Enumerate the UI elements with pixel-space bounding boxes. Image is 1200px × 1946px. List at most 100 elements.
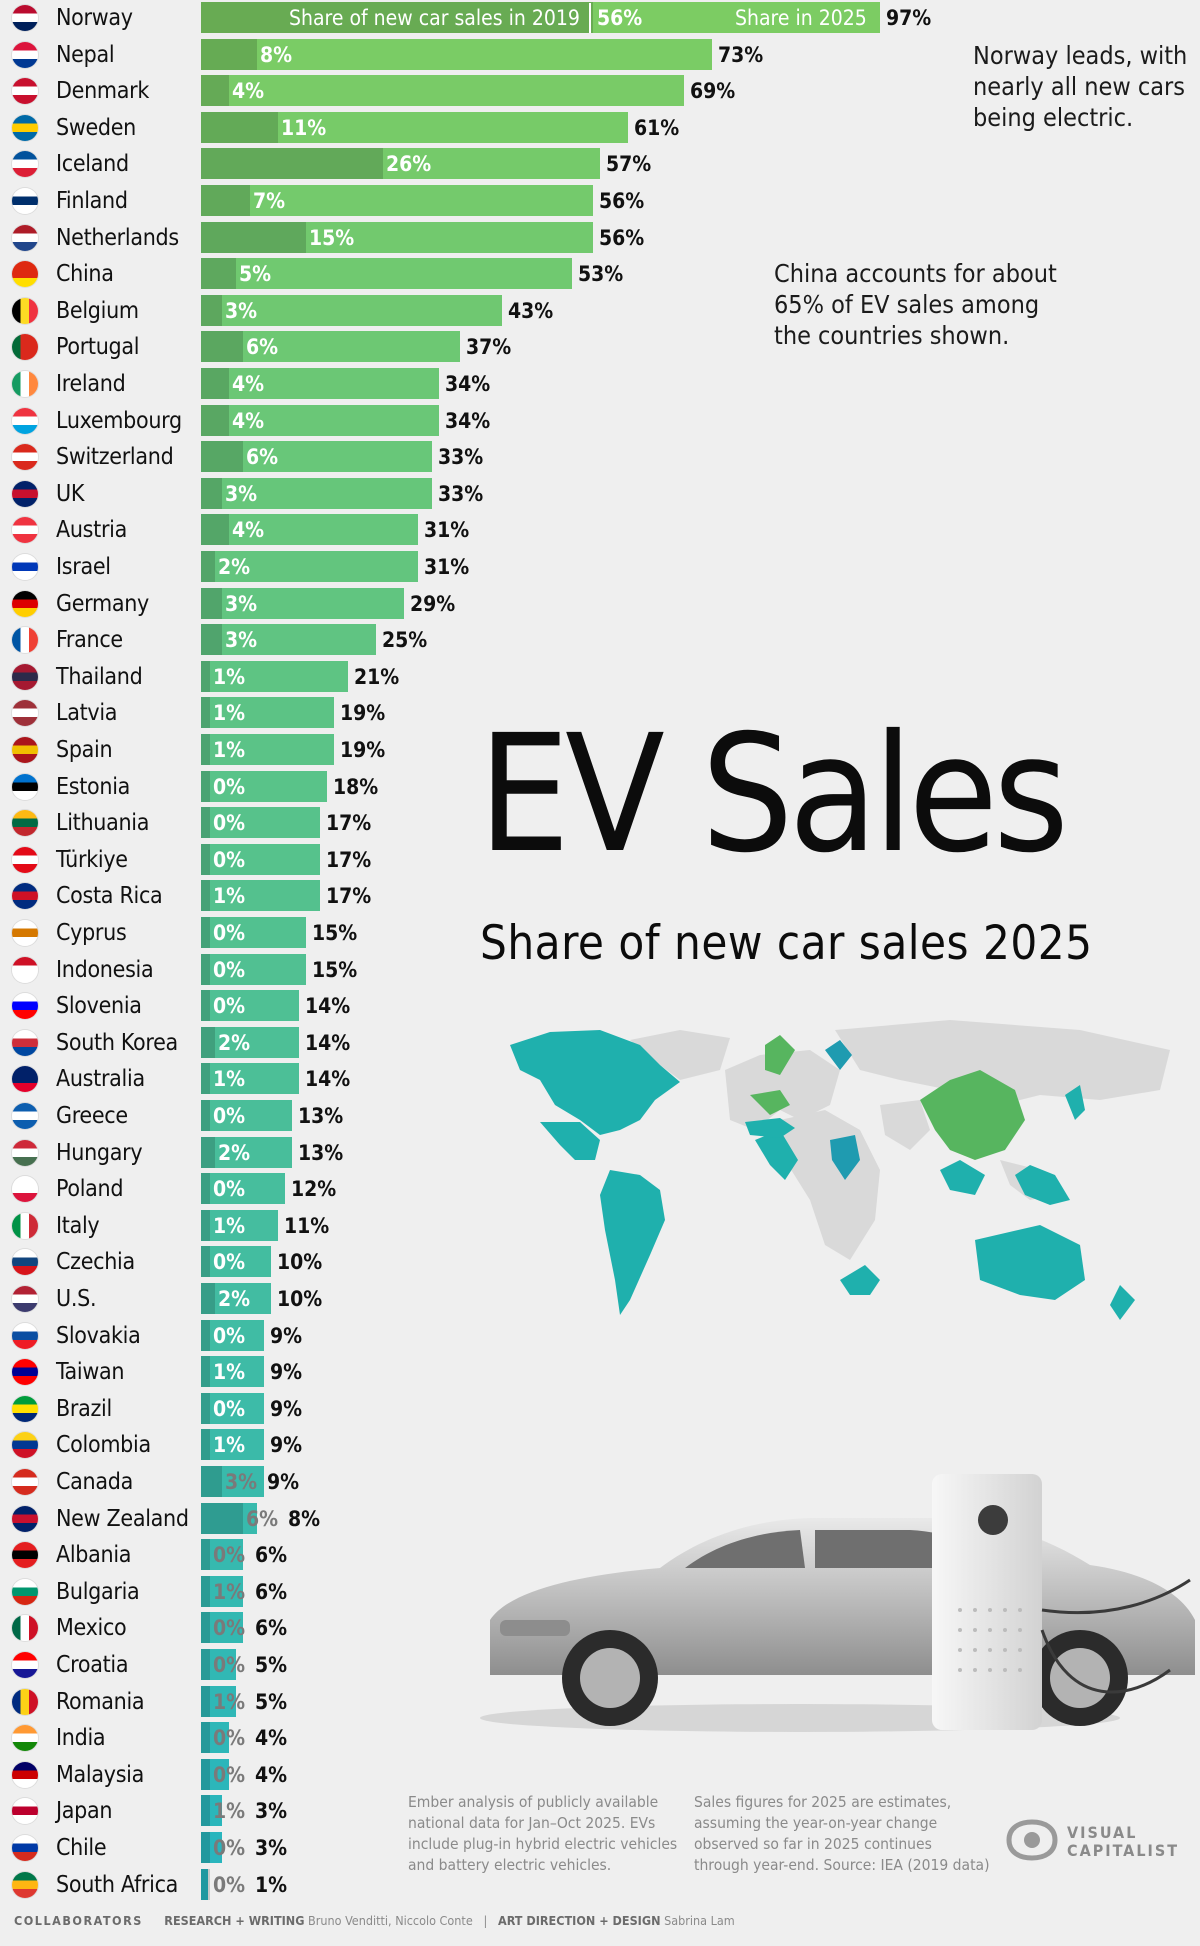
china-annotation-line: the countries shown.	[774, 321, 1010, 350]
value-label-2025: 31%	[424, 555, 470, 579]
research-label: RESEARCH + WRITING	[164, 1913, 305, 1928]
flag-icon	[12, 1212, 38, 1239]
value-label-2019: 3%	[225, 628, 258, 653]
bar-2019	[201, 990, 210, 1022]
bar-row: Slovenia 0% 14%	[0, 988, 1200, 1025]
value-label-2025: 9%	[270, 1323, 303, 1348]
bar-2025	[201, 1063, 299, 1095]
value-label-2019: 1%	[213, 1579, 246, 1604]
bar-2019	[201, 1832, 210, 1863]
value-label-2025: 6%	[255, 1579, 288, 1604]
value-label-2019: 2%	[218, 555, 251, 579]
flag-icon	[12, 663, 38, 690]
flag-icon	[12, 297, 38, 324]
value-label-2025: 25%	[382, 628, 428, 653]
bar-2025	[201, 75, 684, 107]
value-label-2019: 0%	[213, 994, 246, 1019]
footnote-line: through year-end. Source: IEA (2019 data…	[694, 1856, 990, 1874]
bar-row: Czechia 0% 10%	[0, 1244, 1200, 1281]
footnote-line: assuming the year-on-year change	[694, 1814, 938, 1832]
flag-icon	[12, 1578, 38, 1605]
flag-icon	[12, 590, 38, 617]
flag-icon	[12, 554, 38, 580]
flag-icon	[12, 224, 38, 251]
research-names: Bruno Venditti, Niccolo Conte	[308, 1913, 473, 1928]
value-label-2019: 1%	[213, 1799, 246, 1824]
bar-2025	[201, 1356, 264, 1388]
bar-2019	[201, 1612, 210, 1644]
bar-2025	[201, 1649, 236, 1680]
chart-title: EV Sales	[478, 701, 1069, 889]
value-label-2025: 4%	[255, 1762, 288, 1787]
bar-row: Iceland 26% 57%	[0, 146, 1200, 183]
bar-2019	[201, 624, 222, 656]
logo-line: VISUAL	[1067, 1823, 1138, 1842]
footnote-left: Ember analysis of publicly available nat…	[408, 1792, 677, 1876]
flag-icon	[12, 1761, 38, 1788]
country-label: Bulgaria	[56, 1578, 140, 1605]
bar-row: Portugal 6% 37%	[0, 329, 1200, 366]
bar-2025	[201, 770, 327, 802]
country-label: Canada	[56, 1469, 133, 1495]
value-label-2025: 14%	[305, 994, 351, 1019]
bar-row: UK 3% 33%	[0, 476, 1200, 513]
country-label: Cyprus	[56, 920, 127, 946]
bar-2019	[201, 697, 210, 729]
value-label-2025: 10%	[277, 1250, 323, 1275]
bar-2019	[201, 111, 278, 143]
bar-2025	[201, 1100, 292, 1131]
country-label: Lithuania	[56, 810, 150, 837]
footnote-right: Sales figures for 2025 are estimates, as…	[694, 1792, 990, 1876]
bar-2019	[201, 1795, 210, 1827]
value-label-2019: 2%	[218, 1287, 251, 1311]
value-label-2025: 1%	[255, 1872, 288, 1897]
value-label-2025: 9%	[267, 1470, 300, 1494]
value-label-2025: 34%	[445, 372, 491, 396]
bar-2019	[201, 221, 306, 253]
bar-row: Denmark 4% 69%	[0, 73, 1200, 110]
country-label: Israel	[56, 554, 111, 580]
bar-2019	[201, 1356, 210, 1388]
value-label-2019: 5%	[239, 262, 272, 287]
country-label: Brazil	[56, 1395, 112, 1422]
bar-2019	[201, 880, 210, 912]
value-label-2025: 6%	[255, 1616, 288, 1641]
flag-icon	[12, 1688, 38, 1715]
bar-row: New Zealand 6% 8%	[0, 1501, 1200, 1538]
bar-2025	[201, 990, 299, 1022]
value-label-2019: 0%	[213, 1616, 246, 1641]
bar-row: Albania 0% 6%	[0, 1537, 1200, 1574]
bar-row: Switzerland 6% 33%	[0, 439, 1200, 476]
value-label-2019: 3%	[225, 591, 258, 616]
country-label: Taiwan	[56, 1359, 125, 1386]
flag-icon	[12, 5, 38, 31]
bar-row: South Korea 2% 14%	[0, 1025, 1200, 1062]
value-label-2019: 3%	[225, 1470, 258, 1494]
bar-2019	[201, 917, 210, 948]
country-label: Poland	[56, 1176, 124, 1203]
bar-2019	[201, 1246, 210, 1278]
country-label: Hungary	[56, 1139, 143, 1166]
bar-row: Australia 1% 14%	[0, 1061, 1200, 1098]
value-label-2025: 15%	[312, 957, 358, 982]
country-label: Luxembourg	[56, 407, 182, 434]
norway-annotation-line: being electric.	[973, 103, 1134, 132]
bar-row: U.S. 2% 10%	[0, 1281, 1200, 1318]
flag-icon	[12, 1286, 38, 1312]
flag-icon	[12, 334, 38, 361]
bar-row: France 3% 25%	[0, 622, 1200, 659]
china-annotation-line: 65% of EV sales among	[774, 290, 1040, 319]
value-label-2019: 1%	[213, 1213, 246, 1238]
country-label: UK	[56, 480, 85, 507]
value-label-2019: 1%	[213, 1433, 246, 1458]
value-label-2025: 33%	[438, 481, 484, 506]
country-label: Spain	[56, 737, 113, 763]
bar-row: Israel 2% 31%	[0, 549, 1200, 586]
flag-icon	[12, 1066, 38, 1093]
bar-2025	[201, 551, 418, 582]
country-label: Sweden	[56, 114, 136, 141]
value-label-2025: 17%	[326, 884, 372, 909]
footnote-line: observed so far in 2025 continues	[694, 1835, 932, 1853]
value-label-2019: 0%	[213, 1104, 246, 1128]
bar-2025	[201, 441, 432, 473]
